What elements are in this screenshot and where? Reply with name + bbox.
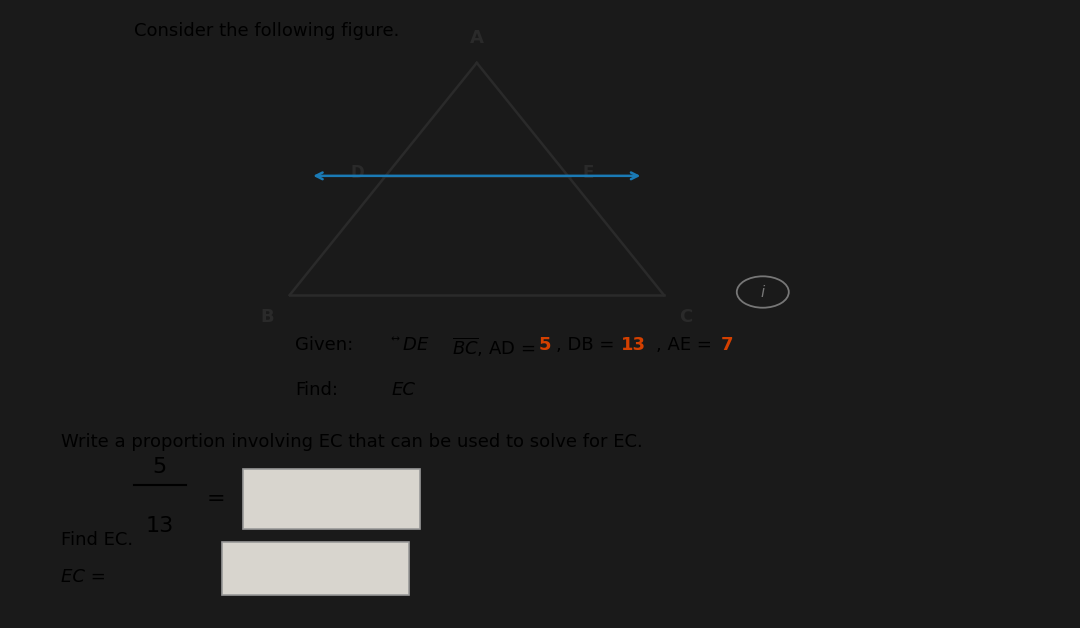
Text: 5: 5 xyxy=(538,336,551,354)
Text: 13: 13 xyxy=(621,336,646,354)
Text: $\overline{BC}$, AD =: $\overline{BC}$, AD = xyxy=(451,336,537,359)
Text: E: E xyxy=(583,164,594,181)
FancyBboxPatch shape xyxy=(243,470,419,529)
Text: A: A xyxy=(470,29,484,47)
Text: Write a proportion involving EC that can be used to solve for EC.: Write a proportion involving EC that can… xyxy=(60,433,643,452)
Text: 5: 5 xyxy=(152,457,166,477)
Text: $\overleftrightarrow{DE}$: $\overleftrightarrow{DE}$ xyxy=(391,336,431,354)
Text: EC: EC xyxy=(391,381,416,399)
Text: Given:: Given: xyxy=(295,336,353,354)
Text: 7: 7 xyxy=(721,336,733,354)
Text: i: i xyxy=(760,284,765,300)
Text: Consider the following figure.: Consider the following figure. xyxy=(134,22,399,40)
Text: Find:: Find: xyxy=(295,381,338,399)
Text: =: = xyxy=(206,489,225,509)
Text: Find EC.: Find EC. xyxy=(60,531,133,549)
Text: 13: 13 xyxy=(146,516,174,536)
Text: EC =: EC = xyxy=(60,568,106,587)
Text: C: C xyxy=(679,308,693,326)
Text: D: D xyxy=(351,164,364,181)
Text: , AE =: , AE = xyxy=(656,336,717,354)
FancyBboxPatch shape xyxy=(222,541,409,595)
Text: B: B xyxy=(260,308,274,326)
Text: , DB =: , DB = xyxy=(556,336,620,354)
